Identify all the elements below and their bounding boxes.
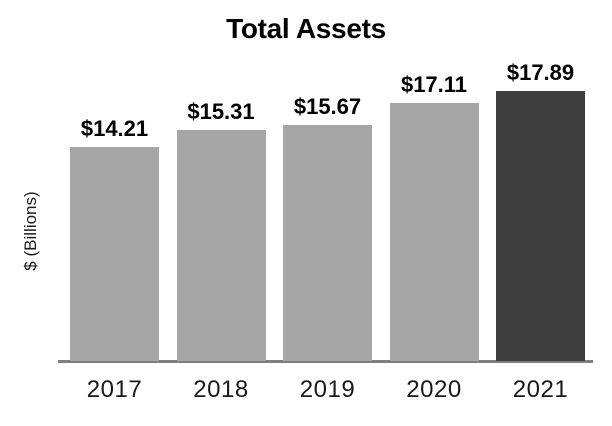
- bar-year-label: 2021: [512, 376, 569, 403]
- bar-2021: [496, 91, 585, 361]
- bar-value-label: $15.67: [293, 94, 362, 119]
- bar-2020: [389, 103, 479, 361]
- bar-2019: [283, 125, 372, 361]
- chart-title: Total Assets: [226, 13, 386, 44]
- bar-value-label: $14.21: [80, 116, 149, 141]
- bar-2018: [176, 130, 266, 361]
- bar-year-label: 2017: [86, 376, 143, 403]
- bar-2017: [70, 147, 159, 361]
- x-axis-line: [58, 360, 593, 363]
- bar-year-label: 2020: [406, 376, 462, 403]
- bar-value-label: $17.89: [506, 60, 575, 85]
- bar-value-label: $15.31: [187, 99, 255, 124]
- bar-value-label: $17.11: [400, 72, 468, 97]
- bar-year-label: 2019: [299, 376, 356, 403]
- bar-year-label: 2018: [193, 376, 249, 403]
